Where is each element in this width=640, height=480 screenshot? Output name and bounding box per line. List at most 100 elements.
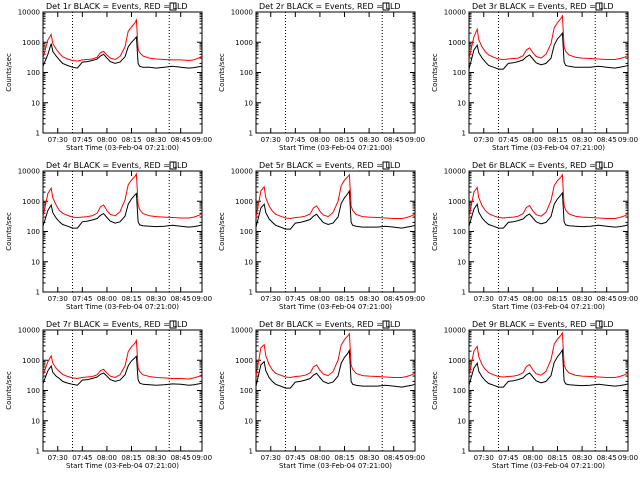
x-tick-label: 08:00 [523,454,543,462]
y-tick-label: 10 [31,417,40,425]
series-events-line [42,35,203,69]
y-tick-label: 10000 [444,9,466,17]
legend-box-icon [595,320,603,329]
x-tick-label: 09:00 [192,136,212,144]
panel-title: Det 8r BLACK = Events, RED = LLD [259,320,401,329]
y-tick-label: 10000 [18,168,40,176]
plot-frame [468,11,629,134]
legend-box-icon [169,320,177,329]
plot-frame [255,329,416,452]
y-axis-label: Counts/sec [5,53,13,92]
plot-frame [468,170,629,293]
x-tick-label: 07:30 [48,136,68,144]
x-tick-label: 08:15 [547,295,567,303]
y-tick-label: 1000 [235,39,253,47]
y-tick-label: 100 [453,387,466,395]
series-events-line [42,355,203,386]
x-tick-label: 08:45 [384,295,404,303]
panel-title: Det 2r BLACK = Events, RED = LLD [259,2,401,11]
y-tick-label: 10000 [444,168,466,176]
y-tick-label: 10000 [444,327,466,335]
x-tick-label: 09:00 [618,454,638,462]
y-tick-label: 10000 [231,168,253,176]
y-tick-label: 1 [462,448,466,456]
detector-panel-1: Det 1r BLACK = Events, RED = LLD 1 10 100 10… [5,2,212,152]
panel-title: Det 4r BLACK = Events, RED = LLD [46,161,188,170]
detector-panel-2: Det 2r BLACK = Events, RED = LLD 1 10 100 10… [218,2,425,152]
x-tick-label: 08:45 [597,136,617,144]
legend-box-icon [169,2,177,11]
x-tick-label: 08:00 [523,136,543,144]
panel-title: Det 5r BLACK = Events, RED = LLD [259,161,401,170]
x-tick-label: 08:30 [572,136,592,144]
legend-box-icon [169,161,177,170]
x-tick-label: 08:30 [146,136,166,144]
y-tick-label: 100 [453,69,466,77]
y-axis-label: Counts/sec [5,212,13,251]
panel-title: Det 1r BLACK = Events, RED = LLD [46,2,188,11]
x-tick-label: 07:45 [498,136,518,144]
y-axis-label: Counts/sec [218,212,226,251]
legend-box-icon [382,2,390,11]
x-axis-label: Start Time (03-Feb-04 07:21:00) [66,303,179,311]
series-events-line [255,189,416,230]
x-axis-label: Start Time (03-Feb-04 07:21:00) [492,303,605,311]
x-tick-label: 07:45 [72,136,92,144]
x-tick-label: 08:45 [597,454,617,462]
series-lld-line [255,332,416,379]
x-tick-label: 09:00 [618,136,638,144]
y-tick-label: 1 [249,448,253,456]
series-lld-line [255,173,416,220]
y-tick-label: 1 [249,289,253,297]
x-tick-label: 07:45 [285,136,305,144]
y-tick-label: 1000 [448,198,466,206]
x-tick-label: 09:00 [405,136,425,144]
x-tick-label: 07:30 [261,136,281,144]
x-tick-label: 08:45 [384,136,404,144]
detector-panel-5: Det 5r BLACK = Events, RED = LLD 1 10 100 10… [218,161,425,311]
plot-frame [468,329,629,452]
y-tick-label: 10000 [18,9,40,17]
y-tick-label: 100 [240,228,253,236]
series-lld-line [42,18,203,62]
x-tick-label: 08:00 [97,295,117,303]
detector-panel-9: Det 9r BLACK = Events, RED = LLD 1 10 100 10… [431,320,638,470]
y-tick-label: 1000 [448,39,466,47]
series-events-line [468,191,629,229]
x-tick-label: 08:30 [359,136,379,144]
x-tick-label: 08:00 [310,295,330,303]
y-tick-label: 10 [244,99,253,107]
y-tick-label: 1 [249,130,253,138]
y-tick-label: 1 [36,130,40,138]
x-tick-label: 08:45 [171,136,191,144]
x-tick-label: 07:45 [72,454,92,462]
x-tick-label: 08:30 [572,295,592,303]
x-tick-label: 08:15 [547,136,567,144]
plot-frame [42,170,203,293]
x-tick-label: 08:30 [359,295,379,303]
x-tick-label: 07:45 [285,295,305,303]
y-axis-label: Counts/sec [218,53,226,92]
x-tick-label: 07:30 [48,295,68,303]
y-axis-label: Counts/sec [431,53,439,92]
x-tick-label: 08:15 [334,454,354,462]
x-tick-label: 08:15 [547,454,567,462]
detector-panel-8: Det 8r BLACK = Events, RED = LLD 1 10 100 10… [218,320,425,470]
x-tick-label: 07:45 [285,454,305,462]
x-tick-label: 07:30 [261,295,281,303]
plot-frame [255,170,416,293]
y-tick-label: 100 [240,387,253,395]
y-tick-label: 10000 [231,327,253,335]
legend-box-icon [382,161,390,170]
x-tick-label: 08:15 [121,295,141,303]
x-tick-label: 07:45 [498,295,518,303]
x-tick-label: 07:30 [474,295,494,303]
plot-frame [255,11,416,134]
detector-panel-6: Det 6r BLACK = Events, RED = LLD 1 10 100 10… [431,161,638,311]
y-tick-label: 10 [457,417,466,425]
y-tick-label: 10 [31,99,40,107]
plot-frame [42,11,203,134]
legend-box-icon [595,2,603,11]
x-axis-label: Start Time (03-Feb-04 07:21:00) [279,144,392,152]
